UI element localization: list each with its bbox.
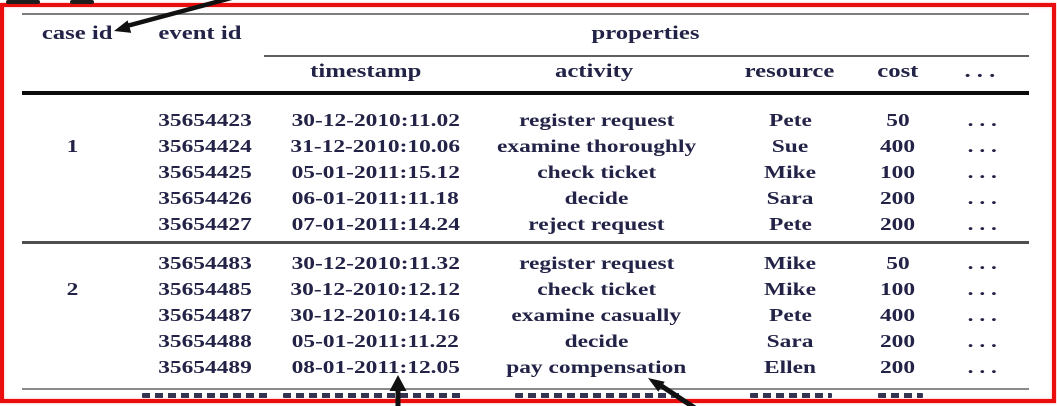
- cell-timestamp: 05-01-2011:11.22: [291, 331, 460, 351]
- cell-ellipsis: . . .: [967, 110, 998, 130]
- cell-resource: Mike: [764, 253, 816, 273]
- cell-timestamp: 06-01-2011:11.18: [291, 188, 460, 208]
- cell-timestamp: 08-01-2011:12.05: [291, 357, 460, 377]
- header-ellipsis: . . .: [964, 61, 996, 82]
- cell-activity: decide: [564, 331, 629, 351]
- cell-activity: register request: [518, 253, 675, 273]
- header-activity: activity: [554, 61, 634, 82]
- cell-timestamp: 30-12-2010:12.12: [290, 279, 461, 299]
- cell-event-id: 35654487: [158, 305, 252, 325]
- cell-cost: 50: [885, 253, 910, 273]
- cell-cost: 50: [885, 110, 910, 130]
- clipped-text-mark: [6, 0, 40, 4]
- header-properties: properties: [592, 23, 700, 44]
- cell-event-id: 35654488: [158, 331, 252, 351]
- cell-ellipsis: . . .: [967, 162, 998, 182]
- cell-activity: examine thoroughly: [496, 136, 697, 156]
- table-row: 35654489 08-01-2011:12.05 pay compensati…: [22, 354, 1020, 380]
- cell-ellipsis: . . .: [967, 331, 998, 351]
- header-event-id: event id: [158, 23, 242, 44]
- table-row: 35654427 07-01-2011:14.24 reject request…: [22, 211, 1020, 237]
- clipped-row-fragment: [515, 393, 680, 398]
- cell-resource: Mike: [764, 162, 816, 182]
- table-row: 35654424 31-12-2010:10.06 examine thorou…: [22, 133, 1020, 159]
- cell-ellipsis: . . .: [967, 214, 998, 234]
- table-row: 35654426 06-01-2011:11.18 decide Sara 20…: [22, 185, 1020, 211]
- cell-timestamp: 31-12-2010:10.06: [290, 136, 461, 156]
- cell-ellipsis: . . .: [967, 188, 998, 208]
- cell-resource: Pete: [768, 305, 812, 325]
- cell-timestamp: 05-01-2011:15.12: [291, 162, 460, 182]
- cell-resource: Pete: [768, 110, 812, 130]
- cell-activity: check ticket: [537, 162, 656, 182]
- cell-cost: 200: [879, 331, 916, 351]
- cell-resource: Sara: [766, 188, 814, 208]
- clipped-row-fragment: [142, 393, 268, 398]
- cell-ellipsis: . . .: [967, 305, 998, 325]
- case-id-value: 2: [66, 279, 78, 299]
- table-row: 35654423 30-12-2010:11.02 register reque…: [22, 107, 1020, 133]
- cell-cost: 100: [879, 279, 916, 299]
- cell-ellipsis: . . .: [967, 253, 998, 273]
- cell-cost: 200: [879, 188, 916, 208]
- table-row: 35654483 30-12-2010:11.32 register reque…: [22, 250, 1020, 276]
- cell-resource: Mike: [764, 279, 816, 299]
- clipped-row-fragment: [283, 393, 461, 398]
- cell-event-id: 35654425: [158, 162, 252, 182]
- clipped-row-fragment: [878, 393, 923, 398]
- cell-cost: 200: [879, 214, 916, 234]
- case-id-value: 1: [66, 136, 78, 156]
- cell-ellipsis: . . .: [967, 136, 998, 156]
- cell-event-id: 35654483: [158, 253, 252, 273]
- clipped-text-mark: [70, 0, 94, 4]
- cell-ellipsis: . . .: [967, 357, 998, 377]
- cell-cost: 400: [879, 136, 916, 156]
- cell-activity: register request: [518, 110, 675, 130]
- cell-timestamp: 30-12-2010:14.16: [290, 305, 461, 325]
- cell-activity: check ticket: [537, 279, 656, 299]
- cell-timestamp: 30-12-2010:11.02: [291, 110, 460, 130]
- cell-event-id: 35654426: [158, 188, 252, 208]
- red-annotation-border: [0, 3, 1056, 403]
- cell-event-id: 35654485: [158, 279, 252, 299]
- cell-activity: decide: [564, 188, 629, 208]
- cell-timestamp: 07-01-2011:14.24: [291, 214, 460, 234]
- cell-resource: Pete: [768, 214, 812, 234]
- table-row: 35654425 05-01-2011:15.12 check ticket M…: [22, 159, 1020, 185]
- cell-event-id: 35654423: [158, 110, 252, 130]
- table-row: 35654485 30-12-2010:12.12 check ticket M…: [22, 276, 1020, 302]
- case-group-1: 1 35654423 30-12-2010:11.02 register req…: [22, 107, 1020, 237]
- cell-event-id: 35654427: [158, 214, 252, 234]
- table-row: 35654488 05-01-2011:11.22 decide Sara 20…: [22, 328, 1020, 354]
- cell-event-id: 35654489: [158, 357, 252, 377]
- cell-cost: 100: [879, 162, 916, 182]
- cell-resource: Sue: [771, 136, 809, 156]
- table-rule-bottom: [22, 388, 1029, 390]
- cell-activity: reject request: [528, 214, 665, 234]
- header-case-id: case id: [41, 23, 113, 44]
- cell-ellipsis: . . .: [967, 279, 998, 299]
- cell-activity: examine casually: [511, 305, 682, 325]
- case-group-2: 2 35654483 30-12-2010:11.32 register req…: [22, 250, 1020, 380]
- header-cost: cost: [877, 61, 919, 82]
- table-rule-properties: [264, 55, 1029, 57]
- header-timestamp: timestamp: [310, 61, 422, 82]
- cell-cost: 200: [879, 357, 916, 377]
- table-rule-case-divider: [22, 241, 1029, 244]
- header-resource: resource: [744, 61, 834, 82]
- cell-cost: 400: [879, 305, 916, 325]
- cell-event-id: 35654424: [158, 136, 252, 156]
- table-rule-header: [22, 91, 1029, 95]
- cell-resource: Ellen: [763, 357, 817, 377]
- clipped-row-fragment: [750, 393, 832, 398]
- cell-resource: Sara: [766, 331, 814, 351]
- cell-timestamp: 30-12-2010:11.32: [291, 253, 460, 273]
- cell-activity: pay compensation: [506, 357, 687, 377]
- table-rule-top: [22, 13, 1029, 15]
- table-row: 35654487 30-12-2010:14.16 examine casual…: [22, 302, 1020, 328]
